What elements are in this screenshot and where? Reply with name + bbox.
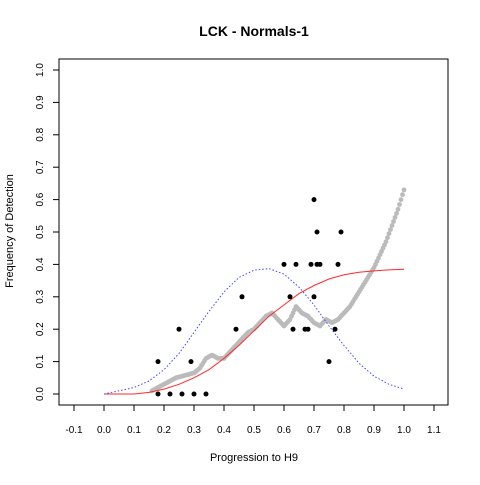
observed-data-point bbox=[308, 261, 314, 267]
y-tick-label: 0.1 bbox=[35, 354, 46, 368]
smoothed-data-point bbox=[386, 231, 392, 237]
x-tick-label: 0.9 bbox=[367, 425, 381, 436]
dotted-curve-line bbox=[103, 268, 405, 395]
x-tick-label: 0.5 bbox=[247, 425, 261, 436]
x-tick-label: 0.1 bbox=[127, 425, 141, 436]
y-tick-label: 1.0 bbox=[35, 63, 46, 77]
observed-data-point bbox=[179, 391, 185, 397]
observed-data-point bbox=[167, 391, 173, 397]
y-tick-label: 0.2 bbox=[35, 322, 46, 336]
observed-data-point bbox=[176, 326, 182, 332]
x-tick-label: 1.0 bbox=[397, 425, 411, 436]
x-tick-label: 0.2 bbox=[157, 425, 171, 436]
observed-data-point bbox=[239, 294, 245, 300]
observed-data-point bbox=[191, 391, 197, 397]
observed-data-point bbox=[203, 391, 209, 397]
x-tick-label: 1.1 bbox=[427, 425, 441, 436]
observed-data-point bbox=[317, 261, 323, 267]
x-tick-label: 0.7 bbox=[307, 425, 321, 436]
observed-data-point bbox=[332, 326, 338, 332]
observed-data-point bbox=[188, 359, 194, 365]
observed-data-point bbox=[311, 294, 317, 300]
smoothed-data-point bbox=[400, 192, 405, 198]
observed-data-point bbox=[311, 197, 317, 203]
observed-data-point bbox=[287, 294, 293, 300]
x-tick-label: 0.8 bbox=[337, 425, 351, 436]
observed-data-point bbox=[305, 326, 311, 332]
observed-data-point bbox=[335, 261, 341, 267]
observed-data-point bbox=[281, 261, 287, 267]
smoothed-data-point bbox=[395, 206, 401, 212]
plot-frame bbox=[58, 58, 449, 406]
observed-data-point bbox=[155, 359, 161, 365]
observed-data-point bbox=[338, 229, 344, 235]
smoothed-data-point bbox=[392, 215, 398, 220]
axes-layer: -0.1 0.0 0.1 0.2 0.3 0.4 0.5 0.6 0.7 0.8 0.9 1.0 1.1… bbox=[35, 63, 441, 436]
x-tick-label: 0.6 bbox=[277, 425, 291, 436]
y-tick-label: 0.5 bbox=[35, 225, 46, 239]
smoothed-data-point bbox=[401, 187, 407, 193]
observed-data-point bbox=[290, 326, 296, 332]
x-tick-label: 0.4 bbox=[217, 425, 231, 436]
x-tick-label: -0.1 bbox=[65, 425, 83, 436]
x-tick-label: 0.3 bbox=[187, 425, 201, 436]
smoothed-data-point bbox=[389, 223, 395, 228]
smoothed-data-point bbox=[397, 202, 402, 207]
x-tick-label: 0.0 bbox=[97, 425, 111, 436]
y-tick-label: 0.3 bbox=[35, 289, 46, 303]
observed-data-point bbox=[326, 359, 332, 365]
fitted-curve-line bbox=[104, 268, 405, 395]
x-axis-label: Progression to H9 bbox=[210, 452, 298, 464]
observed-data-point bbox=[155, 391, 161, 397]
smoothed-data-point bbox=[388, 227, 393, 233]
y-tick-label: 0.6 bbox=[35, 192, 46, 206]
smoothed-data-point bbox=[385, 235, 390, 241]
smoothed-data-point bbox=[394, 211, 399, 216]
observed-data-point bbox=[293, 261, 299, 267]
observed-data-point bbox=[233, 326, 239, 332]
smoothed-data-point bbox=[383, 239, 389, 245]
chart-title: LCK - Normals-1 bbox=[199, 23, 309, 39]
smoothed-data-point bbox=[398, 197, 404, 203]
smoothed-data-point bbox=[391, 219, 396, 224]
y-tick-label: 0.8 bbox=[35, 127, 46, 141]
y-axis-label: Frequency of Detection bbox=[4, 174, 16, 288]
y-tick-label: 0.9 bbox=[35, 95, 46, 109]
y-tick-label: 0.7 bbox=[35, 160, 46, 174]
observed-data-point bbox=[314, 229, 320, 235]
y-tick-label: 0.0 bbox=[35, 387, 46, 401]
plot-layer bbox=[103, 187, 407, 397]
y-tick-label: 0.4 bbox=[35, 257, 46, 271]
